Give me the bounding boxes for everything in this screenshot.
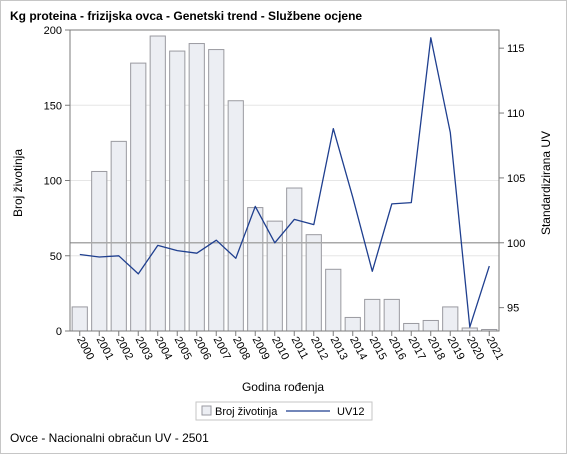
- bar: [383, 298, 400, 332]
- x-tick-label: 2004: [152, 335, 174, 362]
- y-tick-label: 150: [44, 100, 62, 112]
- x-tick-label: 2014: [347, 335, 369, 362]
- x-tick-label: 2019: [445, 335, 467, 362]
- legend: Broj životinja UV12: [195, 401, 373, 421]
- y-tick-label: 200: [44, 25, 62, 37]
- y-tick-label: 0: [56, 326, 62, 338]
- bar: [247, 207, 264, 332]
- x-tick-label: 2015: [367, 335, 389, 362]
- x-tick-label: 2006: [191, 335, 213, 362]
- bar: [325, 268, 342, 332]
- x-tick-label: 2012: [308, 335, 330, 362]
- y-axis-label: Broj životinja: [11, 149, 25, 217]
- legend-bar-label: Broj životinja: [215, 406, 278, 418]
- legend-bar-swatch: [201, 405, 212, 416]
- x-tick-label: 2020: [464, 335, 486, 362]
- bar: [286, 187, 303, 332]
- x-tick-label: 2000: [74, 335, 96, 362]
- footnote: Ovce - Nacionalni obračun UV - 2501: [10, 431, 209, 445]
- bar: [344, 316, 361, 332]
- y2-tick-label: 95: [507, 303, 519, 315]
- legend-box: [195, 401, 373, 421]
- x-tick-label: 2002: [113, 335, 135, 362]
- bar: [71, 306, 88, 332]
- line-layer: [79, 37, 490, 328]
- x-tick-label: 2001: [94, 335, 116, 362]
- axis-layer: 0501001502009510010511011520002001200220…: [44, 25, 526, 362]
- bar: [149, 35, 166, 332]
- x-tick-label: 2010: [269, 335, 291, 362]
- bar: [188, 43, 205, 332]
- bar: [422, 319, 439, 332]
- x-tick-label: 2011: [289, 335, 311, 362]
- y2-tick-label: 115: [507, 43, 525, 55]
- x-tick-label: 2005: [172, 335, 194, 362]
- y2-tick-label: 105: [507, 173, 525, 185]
- x-axis-label: Godina rođenja: [242, 380, 324, 394]
- bar: [364, 298, 381, 332]
- chart-title: Kg proteina - frizijska ovca - Genetski …: [10, 9, 363, 23]
- y2-axis-label: Standardizirana UV: [539, 131, 553, 235]
- y-tick-label: 50: [50, 251, 62, 263]
- bar: [403, 322, 420, 332]
- bar-layer: [71, 35, 498, 332]
- bar: [169, 50, 186, 332]
- y2-tick-label: 110: [507, 108, 525, 120]
- x-tick-label: 2017: [406, 335, 428, 362]
- x-tick-label: 2013: [328, 335, 350, 362]
- x-tick-label: 2021: [484, 335, 506, 362]
- y2-tick-label: 100: [507, 238, 525, 250]
- bar: [305, 234, 322, 332]
- bar: [208, 49, 225, 332]
- x-tick-label: 2016: [386, 335, 408, 362]
- legend-line-label: UV12: [337, 406, 365, 418]
- bar: [442, 306, 459, 332]
- bar: [110, 140, 127, 332]
- bar: [91, 170, 108, 332]
- bar: [130, 62, 147, 332]
- bar: [227, 100, 244, 332]
- x-tick-label: 2009: [250, 335, 272, 362]
- x-tick-label: 2008: [230, 335, 252, 362]
- x-tick-label: 2003: [133, 335, 155, 362]
- y-tick-label: 100: [44, 176, 62, 188]
- bar: [266, 220, 283, 332]
- series-line-uv12: [79, 37, 490, 328]
- x-tick-label: 2007: [211, 335, 233, 362]
- x-tick-label: 2018: [425, 335, 447, 362]
